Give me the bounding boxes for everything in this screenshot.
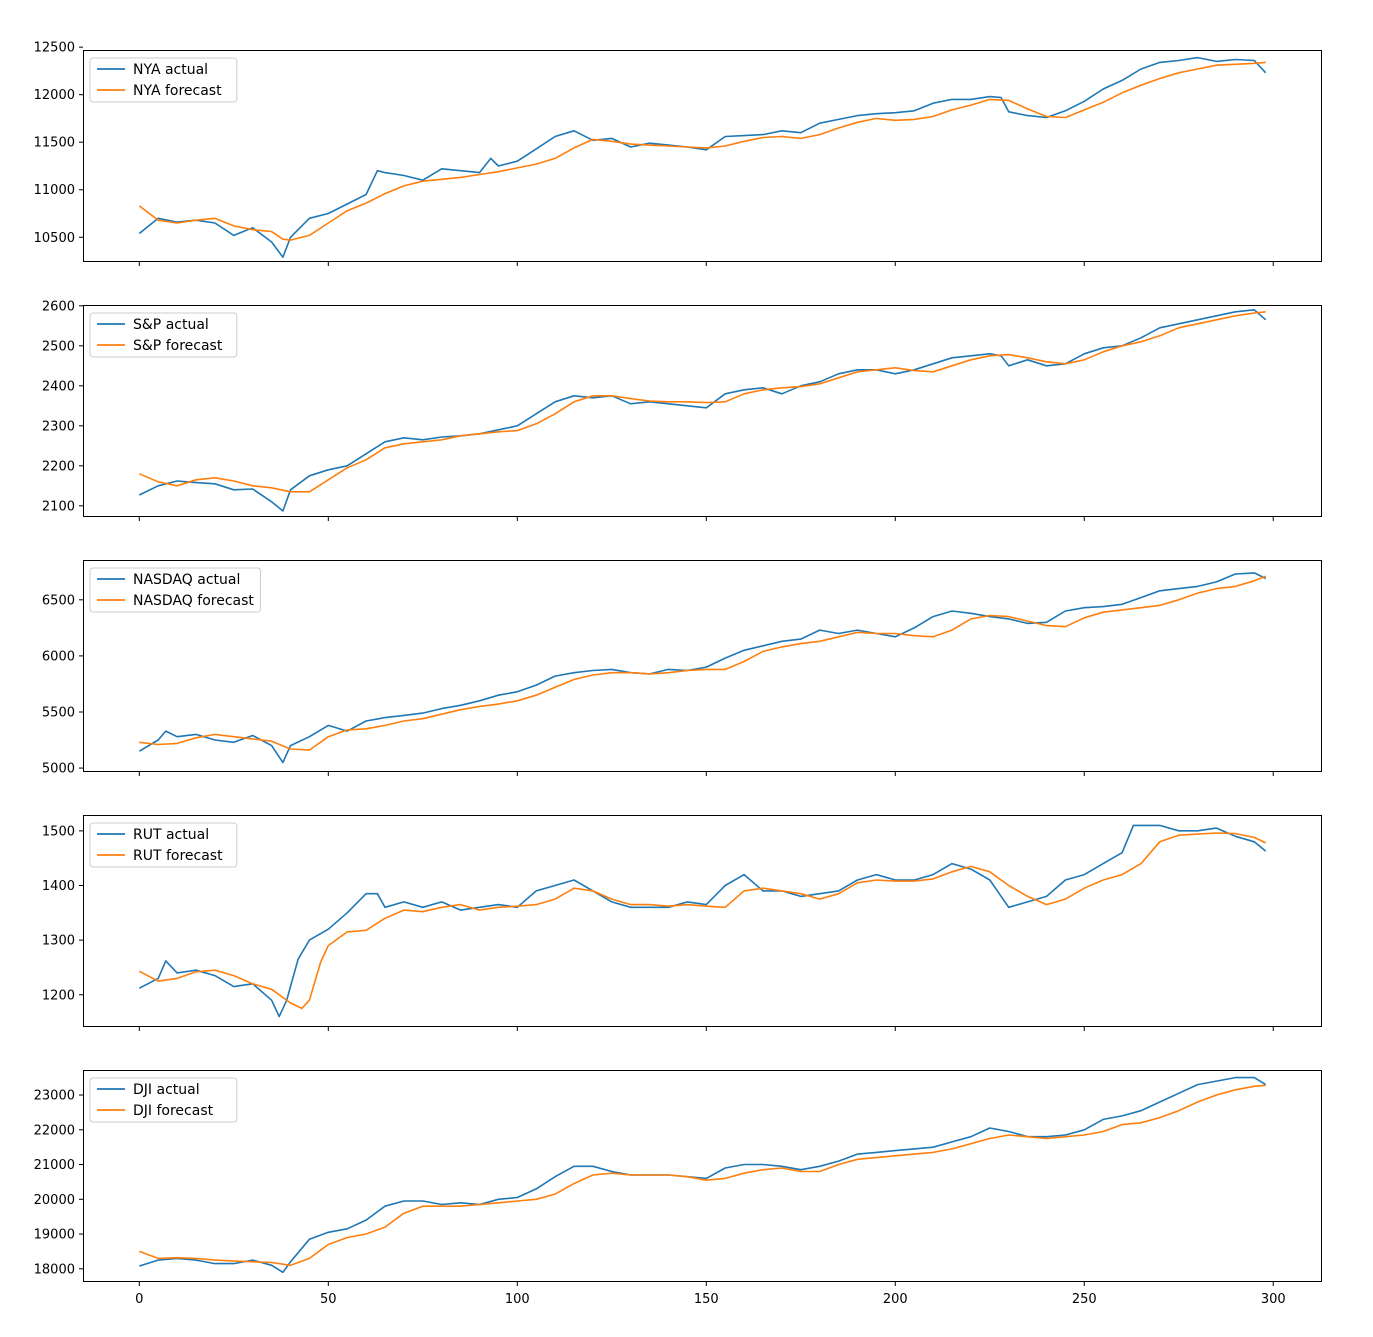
x-tick-label: 250	[1072, 1292, 1097, 1307]
y-tick-label: 2100	[42, 499, 75, 514]
series-line-rut-actual	[138, 824, 1267, 1018]
legend-box	[89, 822, 238, 868]
series-line-nasdaq-forecast	[139, 575, 1266, 751]
y-tick-label: 2200	[42, 459, 75, 474]
y-tick-label: 1300	[42, 934, 75, 949]
y-tick-label: 2600	[42, 299, 75, 314]
legend: NYA actual NYA forecast	[89, 57, 238, 103]
y-tick-label: 22000	[34, 1123, 75, 1138]
panel-dji: 18000 19000 20000 21000 22000 23000 0 50 100 150 2…	[34, 1070, 1322, 1307]
legend-label: NYA forecast	[133, 83, 222, 99]
legend: NASDAQ actual NASDAQ forecast	[89, 567, 261, 613]
y-tick-label: 1400	[42, 879, 75, 894]
axes-frame	[83, 50, 1322, 262]
y-tick-label: 5500	[42, 705, 75, 720]
axes-frame	[83, 305, 1322, 517]
legend-box	[89, 312, 238, 358]
panel-sp: 2100 2200 2300 2400 2500 2600 S&P actual S&P fo…	[42, 299, 1322, 521]
y-tick-label: 2400	[42, 379, 75, 394]
axes-frame	[83, 560, 1322, 772]
x-tick-label: 50	[320, 1292, 337, 1307]
series-line-sp-actual	[138, 308, 1267, 512]
y-tick-label: 5000	[42, 762, 75, 777]
y-tick-label: 2500	[42, 339, 75, 354]
legend: DJI actual DJI forecast	[89, 1077, 238, 1123]
series-line-dji-actual	[139, 1076, 1267, 1274]
y-tick-label: 20000	[34, 1193, 75, 1208]
legend: S&P actual S&P forecast	[89, 312, 238, 358]
y-tick-label: 11500	[34, 136, 75, 151]
series-line-dji-forecast	[139, 1084, 1266, 1267]
axes-frame	[83, 1070, 1322, 1282]
legend-box	[89, 57, 238, 103]
panel-rut: 1200 1300 1400 1500 RUT actual RUT forecast	[42, 815, 1322, 1031]
legend-box	[89, 567, 261, 613]
y-tick-label: 10500	[34, 231, 75, 246]
legend-label: NASDAQ actual	[133, 572, 240, 588]
y-tick-label: 21000	[34, 1158, 75, 1173]
y-tick-label: 2300	[42, 419, 75, 434]
y-tick-label: 1200	[42, 988, 75, 1003]
y-tick-label: 6500	[42, 593, 75, 608]
legend-label: NASDAQ forecast	[133, 593, 254, 609]
y-tick-label: 1500	[42, 824, 75, 839]
series-line-nya-actual	[138, 56, 1267, 259]
x-tick-label: 200	[883, 1292, 908, 1307]
legend-label: S&P actual	[133, 317, 209, 333]
series-line-nasdaq-actual	[138, 572, 1267, 764]
x-tick-label: 150	[694, 1292, 719, 1307]
y-tick-label: 19000	[34, 1228, 75, 1243]
series-line-nya-forecast	[138, 61, 1266, 241]
legend-label: DJI actual	[133, 1082, 200, 1098]
x-tick-label: 0	[135, 1292, 143, 1307]
axes-frame	[83, 815, 1322, 1027]
legend: RUT actual RUT forecast	[89, 822, 238, 868]
y-tick-label: 6000	[42, 649, 75, 664]
y-tick-label: 12000	[34, 88, 75, 103]
panel-nasdaq: 5000 5500 6000 6500 NASDAQ actual NASDAQ fore…	[42, 560, 1322, 777]
series-line-sp-forecast	[138, 311, 1266, 493]
y-tick-label: 12500	[34, 41, 75, 56]
x-tick-label: 100	[505, 1292, 530, 1307]
series-line-rut-forecast	[138, 832, 1267, 1010]
y-tick-label: 18000	[34, 1262, 75, 1277]
legend-label: DJI forecast	[133, 1103, 214, 1119]
y-tick-label: 23000	[34, 1089, 75, 1104]
panel-nya: 10500 11000 11500 12000 12500 NYA actual NYA f…	[34, 41, 1322, 266]
y-tick-label: 11000	[34, 183, 75, 198]
legend-label: RUT actual	[133, 827, 209, 843]
legend-label: S&P forecast	[133, 338, 223, 354]
legend-box	[89, 1077, 238, 1123]
legend-label: RUT forecast	[133, 848, 223, 864]
legend-label: NYA actual	[133, 62, 208, 78]
x-tick-label: 300	[1261, 1292, 1286, 1307]
